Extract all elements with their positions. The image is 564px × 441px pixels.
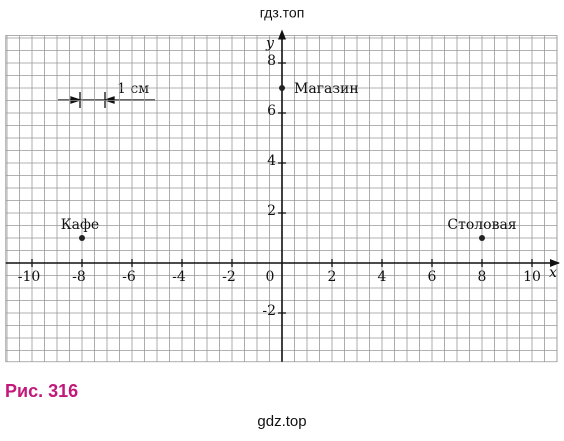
- point-label: Кафе: [61, 217, 99, 233]
- y-axis-label: y: [265, 36, 275, 52]
- x-tick-label: -6: [122, 269, 136, 285]
- watermark-bottom: gdz.top: [257, 413, 306, 430]
- x-axis-label: x: [549, 265, 557, 281]
- scale-label: 1 см: [117, 81, 149, 97]
- y-tick-label: 8: [267, 53, 276, 69]
- point: [79, 235, 85, 241]
- y-tick-label: 6: [267, 103, 276, 119]
- point-label: Столовая: [447, 217, 516, 233]
- x-tick-label: 4: [378, 269, 387, 285]
- y-arrow: [278, 29, 286, 40]
- x-tick-label: 6: [428, 269, 437, 285]
- y-tick-label: 4: [267, 153, 276, 169]
- x-tick-label: -2: [222, 269, 236, 285]
- point-label: Магазин: [294, 81, 359, 97]
- watermark-top: гдз.топ: [260, 5, 305, 21]
- x-tick-label: 8: [478, 269, 487, 285]
- x-tick-label: 2: [328, 269, 337, 285]
- point: [279, 85, 285, 91]
- point: [479, 235, 485, 241]
- x-tick-label: -4: [172, 269, 186, 285]
- scale-bar: [58, 92, 155, 108]
- origin-label: 0: [266, 269, 275, 285]
- x-tick-label: -10: [18, 269, 41, 285]
- y-tick-label: 2: [267, 203, 276, 219]
- x-arrow: [550, 259, 560, 267]
- caption: Рис. 316: [5, 381, 78, 401]
- x-tick-label: -8: [72, 269, 86, 285]
- y-tick-label: -2: [262, 303, 276, 319]
- x-tick-label: 10: [523, 269, 541, 285]
